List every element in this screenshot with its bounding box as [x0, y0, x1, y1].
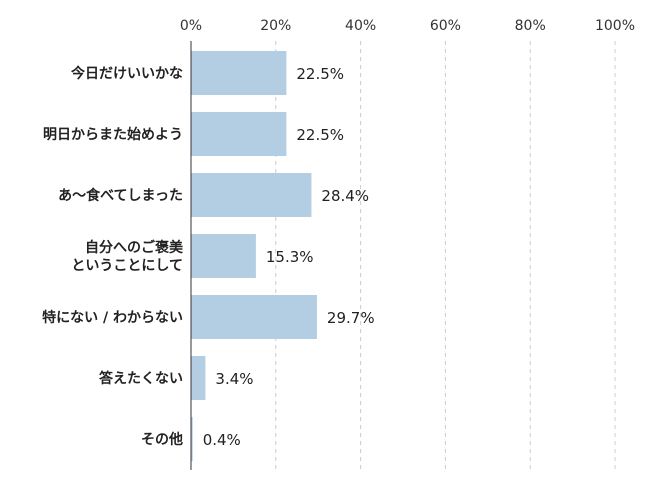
bar [191, 234, 256, 278]
x-tick-label: 60% [430, 18, 461, 34]
data-label: 29.7% [327, 309, 375, 327]
category-label: 答えたくない [99, 370, 183, 387]
data-label: 28.4% [321, 187, 369, 205]
bar [191, 356, 206, 400]
x-tick-label: 100% [595, 18, 635, 34]
data-label: 15.3% [266, 248, 314, 266]
category-label: その他 [141, 431, 183, 448]
data-label: 22.5% [296, 126, 344, 144]
x-tick-label: 40% [345, 18, 376, 34]
value-labels: 22.5% 22.5% 28.4% 15.3% 29.7% 3.4% 0.4% [203, 65, 375, 449]
x-tick-label: 20% [260, 18, 291, 34]
category-label: あ〜食べてしまった [58, 187, 183, 204]
bars [191, 51, 317, 461]
bar [191, 173, 312, 217]
data-label: 0.4% [203, 431, 241, 449]
data-label: 3.4% [215, 370, 253, 388]
category-label: 自分へのご褒美ということにして [71, 239, 184, 274]
category-label: 明日からまた始めよう [43, 126, 183, 143]
bar [191, 295, 317, 339]
bar [191, 112, 287, 156]
grid-lines [275, 41, 616, 470]
bar [191, 417, 193, 461]
x-tick-label: 0% [180, 18, 202, 34]
data-label: 22.5% [296, 65, 344, 83]
category-label: 特にない / わからない [42, 309, 183, 326]
x-axis-ticks: 0% 20% 40% 60% 80% 100% [180, 18, 635, 34]
bar [191, 51, 287, 95]
category-labels: 今日だけいいかな明日からまた始めようあ〜食べてしまった自分へのご褒美ということに… [42, 65, 184, 448]
category-label: 今日だけいいかな [70, 65, 183, 82]
x-tick-label: 80% [515, 18, 546, 34]
